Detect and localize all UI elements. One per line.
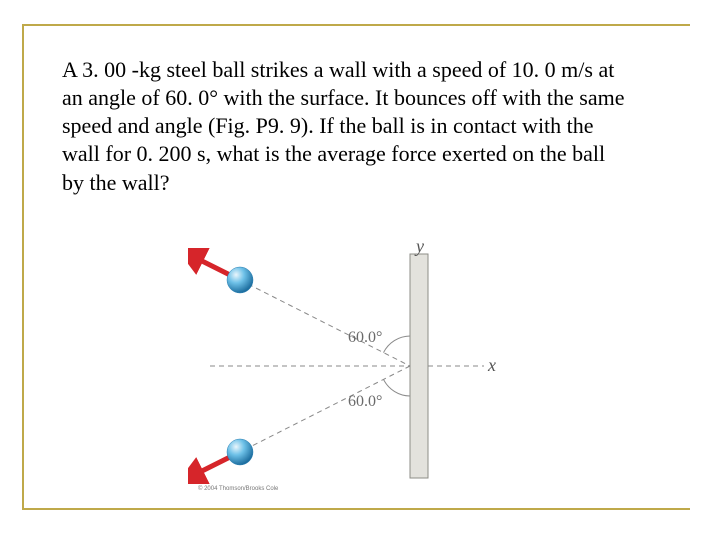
figure-credit: © 2004 Thomson/Brooks Cole xyxy=(198,486,278,492)
problem-text: A 3. 00 -kg steel ball strikes a wall wi… xyxy=(62,56,630,197)
axis-x-label: x xyxy=(487,355,496,375)
angle-label-upper: 60.0° xyxy=(348,329,382,346)
angle-arc-upper xyxy=(384,336,411,353)
ball-lower xyxy=(227,439,253,465)
angle-arc-lower xyxy=(384,379,411,396)
incoming-dash xyxy=(240,280,410,366)
outgoing-dash xyxy=(240,366,410,452)
angle-label-lower: 60.0° xyxy=(348,393,382,410)
wall xyxy=(410,254,428,478)
figure-diagram: y x 60.0° 60.0° xyxy=(188,240,508,500)
axis-y-label: y xyxy=(414,240,424,256)
ball-upper xyxy=(227,267,253,293)
